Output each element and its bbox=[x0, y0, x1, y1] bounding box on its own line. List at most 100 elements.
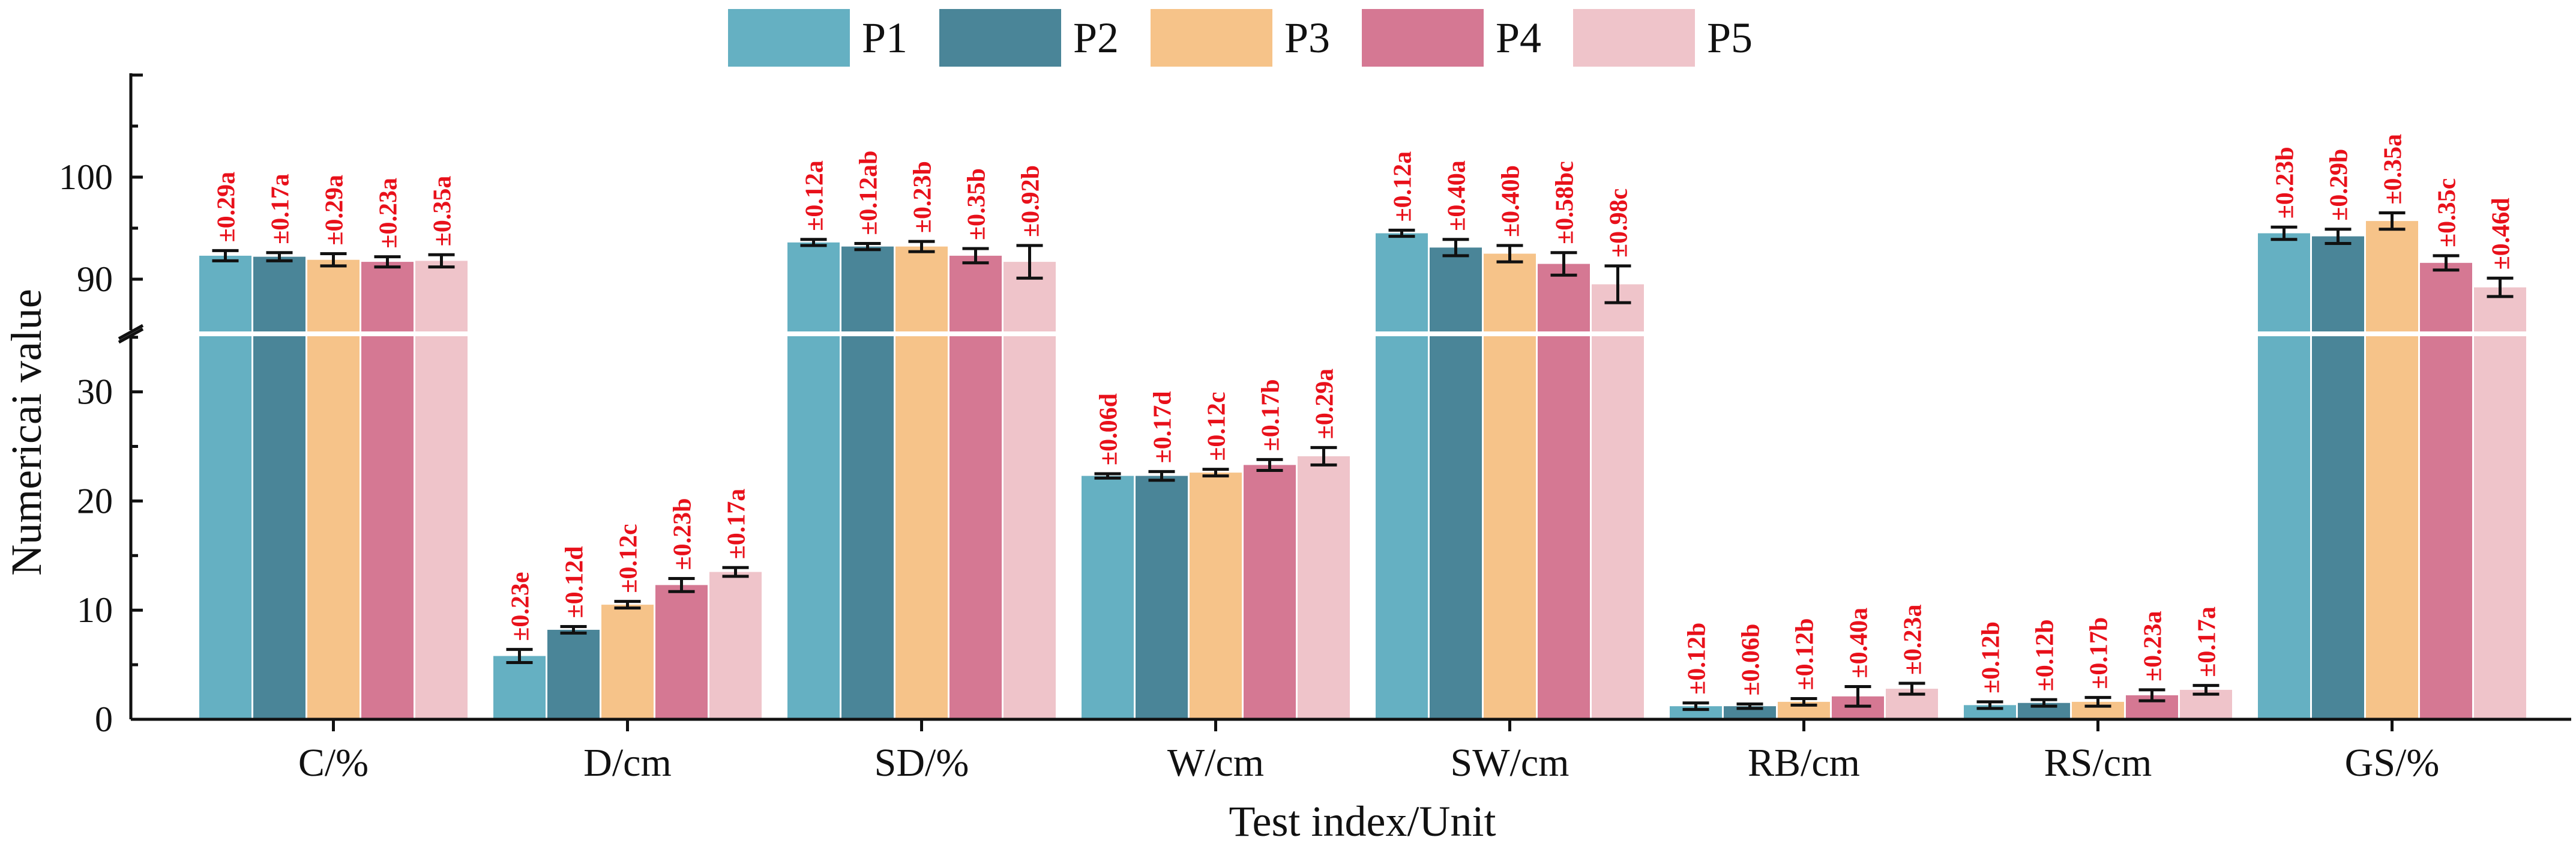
bar-p4-3 bbox=[1244, 465, 1296, 719]
legend-label: P1 bbox=[862, 14, 907, 62]
bar-p2-4 bbox=[1430, 247, 1482, 719]
error-label-p2-7: ±0.29b bbox=[2326, 149, 2353, 221]
bar-p1-4 bbox=[1376, 233, 1428, 719]
error-label-p3-1: ±0.12c bbox=[615, 524, 643, 593]
legend-swatch bbox=[939, 9, 1061, 67]
bar-p2-0 bbox=[253, 256, 305, 720]
legend-item-p2: P2 bbox=[939, 9, 1119, 67]
error-label-p4-2: ±0.35b bbox=[963, 168, 991, 240]
error-label-p5-2: ±0.92b bbox=[1017, 165, 1045, 237]
y-tick-label-20: 20 bbox=[77, 481, 113, 521]
error-label-p3-3: ±0.12c bbox=[1203, 391, 1231, 461]
error-label-p5-4: ±0.98c bbox=[1605, 189, 1633, 258]
error-bar-p5-3 bbox=[1310, 446, 1337, 467]
bar-p3-4 bbox=[1484, 253, 1536, 719]
legend-swatch bbox=[728, 9, 850, 67]
error-bar-p4-5 bbox=[1844, 684, 1871, 708]
legend-item-p4: P4 bbox=[1362, 9, 1541, 67]
legend-swatch bbox=[1151, 9, 1272, 67]
y-axis-title: Numericai value bbox=[2, 289, 50, 576]
y-tick-label-0: 0 bbox=[95, 699, 113, 739]
axis-break-mark bbox=[118, 324, 144, 344]
error-bar-p1-6 bbox=[1976, 700, 2003, 710]
bar-p5-1 bbox=[709, 572, 762, 719]
bar-p3-3 bbox=[1190, 473, 1242, 719]
error-label-p2-1: ±0.12d bbox=[561, 546, 589, 618]
legend-label: P4 bbox=[1496, 14, 1541, 62]
error-bar-p2-2 bbox=[854, 242, 881, 252]
error-label-p5-3: ±0.29a bbox=[1311, 369, 1339, 440]
legend: P1 P2 P3 P4 P5 bbox=[728, 9, 1753, 67]
error-labels-layer: ±0.29a ±0.23e ±0.12a ±0.06d ±0.12a ±0.12b ±0.1… bbox=[213, 134, 2515, 696]
legend-item-p5: P5 bbox=[1573, 9, 1753, 67]
error-bar-p2-7 bbox=[2325, 228, 2352, 245]
error-bar-p3-1 bbox=[614, 600, 641, 610]
error-label-p2-0: ±0.17a bbox=[267, 174, 295, 244]
legend-item-p3: P3 bbox=[1151, 9, 1330, 67]
y-tick-label-100: 100 bbox=[59, 157, 113, 197]
error-label-p1-4: ±0.12a bbox=[1389, 151, 1417, 222]
error-bar-p5-4 bbox=[1604, 264, 1631, 304]
bar-p1-1 bbox=[493, 656, 546, 719]
legend-swatch bbox=[1362, 9, 1484, 67]
error-bar-p4-6 bbox=[2138, 688, 2165, 702]
error-label-p4-3: ±0.17b bbox=[1257, 379, 1285, 451]
x-axis-title: Test index/Unit bbox=[1229, 797, 1496, 845]
legend-swatch bbox=[1573, 9, 1695, 67]
error-bar-p2-3 bbox=[1148, 470, 1175, 482]
bar-p5-3 bbox=[1298, 456, 1350, 719]
x-tick-label-4: SW/cm bbox=[1451, 741, 1569, 785]
error-bar-p4-1 bbox=[668, 576, 695, 593]
error-bar-p1-2 bbox=[800, 238, 827, 247]
x-tick-label-6: RS/cm bbox=[2044, 741, 2152, 785]
error-label-p3-7: ±0.35a bbox=[2380, 134, 2407, 205]
error-label-p5-1: ±0.17a bbox=[723, 489, 751, 560]
y-tick-label-30: 30 bbox=[77, 372, 113, 412]
error-label-p4-5: ±0.40a bbox=[1846, 608, 1873, 678]
bar-p5-0 bbox=[415, 261, 468, 719]
error-label-p4-0: ±0.23a bbox=[375, 178, 403, 249]
error-bar-p2-4 bbox=[1442, 238, 1469, 258]
error-bar-p2-1 bbox=[560, 624, 587, 635]
x-tick-label-5: RB/cm bbox=[1748, 741, 1860, 785]
bar-p3-0 bbox=[307, 259, 360, 719]
bar-p4-1 bbox=[655, 585, 708, 719]
legend-label: P3 bbox=[1284, 14, 1330, 62]
bar-p3-7 bbox=[2366, 221, 2418, 720]
bar-p1-7 bbox=[2258, 233, 2310, 719]
error-bar-p5-5 bbox=[1898, 681, 1925, 696]
error-label-p1-6: ±0.12b bbox=[1978, 621, 2005, 693]
error-bar-p4-7 bbox=[2433, 254, 2460, 272]
bar-p2-1 bbox=[547, 629, 600, 719]
bars-layer bbox=[199, 221, 2526, 720]
error-label-p1-7: ±0.23b bbox=[2272, 147, 2299, 219]
error-label-p3-2: ±0.23b bbox=[909, 161, 937, 233]
error-bars-layer bbox=[212, 211, 2514, 712]
error-bar-p3-2 bbox=[908, 240, 935, 253]
bar-p4-4 bbox=[1538, 264, 1590, 719]
error-label-p1-5: ±0.12b bbox=[1684, 623, 1711, 695]
error-label-p4-1: ±0.23b bbox=[669, 498, 697, 570]
error-label-p2-3: ±0.17d bbox=[1149, 391, 1177, 463]
x-tick-label-0: C/% bbox=[298, 741, 369, 785]
x-tick-label-2: SD/% bbox=[874, 741, 969, 785]
axes-layer: 0 10 20 30 90 100 C/% D/cm SD/% W/cm SW/cm RB/cm RS/… bbox=[0, 73, 2576, 785]
error-bar-p4-0 bbox=[374, 255, 401, 269]
error-bar-p3-0 bbox=[320, 252, 347, 268]
error-label-p4-6: ±0.23a bbox=[2140, 611, 2167, 681]
bar-p1-3 bbox=[1082, 476, 1134, 719]
error-bar-p5-1 bbox=[722, 566, 749, 578]
error-bar-p4-2 bbox=[962, 247, 989, 265]
x-tick-label-1: D/cm bbox=[583, 741, 672, 785]
error-bar-p4-3 bbox=[1256, 458, 1283, 472]
error-bar-p3-5 bbox=[1790, 696, 1817, 707]
error-label-p2-6: ±0.12b bbox=[2032, 619, 2059, 691]
error-bar-p5-6 bbox=[2192, 684, 2219, 696]
bar-p1-2 bbox=[787, 242, 840, 719]
error-bar-p5-0 bbox=[428, 253, 455, 269]
error-label-p5-7: ±0.46d bbox=[2488, 198, 2515, 270]
bar-p4-2 bbox=[949, 255, 1002, 719]
bar-p2-3 bbox=[1136, 476, 1188, 719]
error-label-p1-1: ±0.23e bbox=[507, 572, 535, 641]
bar-p5-4 bbox=[1592, 284, 1644, 719]
